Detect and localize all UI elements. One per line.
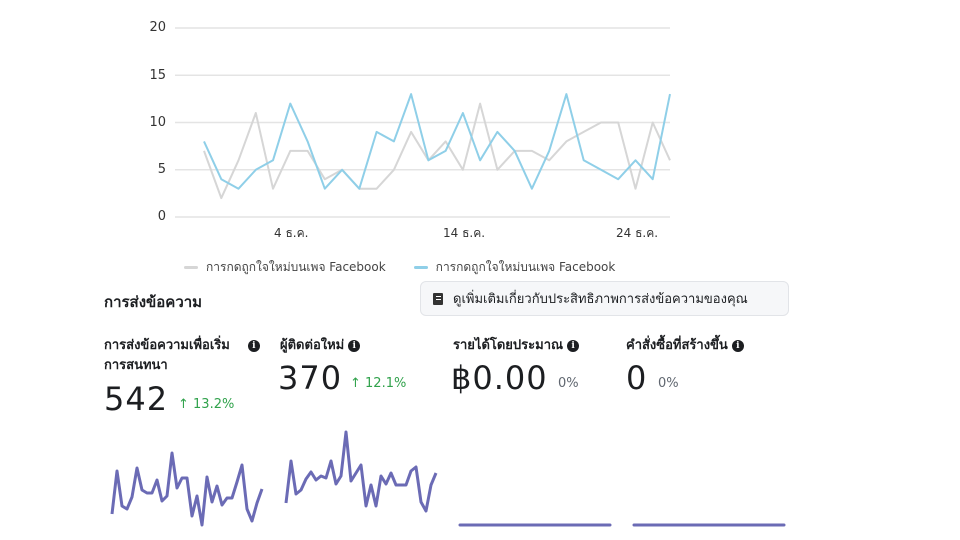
book-icon xyxy=(433,292,443,305)
x-tick: 14 ธ.ค. xyxy=(443,226,486,240)
metric-value-orders: 0 xyxy=(626,359,648,397)
info-icon[interactable]: i xyxy=(348,339,361,352)
metric-value-revenue: ฿0.00 xyxy=(451,359,548,397)
metric-value-new-contacts: 370 xyxy=(278,359,343,397)
series-line-gray xyxy=(203,102,671,200)
chart-plot-area xyxy=(175,27,671,218)
series-line-blue xyxy=(203,93,671,190)
y-tick: 10 xyxy=(149,115,166,130)
y-tick: 5 xyxy=(157,162,166,177)
legend-item[interactable]: การกดถูกใจใหม่บนเพจ Facebook xyxy=(413,258,616,277)
info-icon[interactable]: i xyxy=(247,339,260,352)
x-tick: 4 ธ.ค. xyxy=(274,226,309,240)
metric-change-orders: 0% xyxy=(658,376,679,391)
sparkline-new-contacts xyxy=(284,430,438,513)
metric-label-orders: คำสั่งซื้อที่สร้างขึ้น i xyxy=(626,336,744,356)
y-tick: 0 xyxy=(157,209,166,224)
learn-more-button[interactable]: ดูเพิ่มเติมเกี่ยวกับประสิทธิภาพการส่งข้อ… xyxy=(420,281,789,316)
info-icon[interactable]: i xyxy=(731,339,744,352)
legend-swatch-gray-icon xyxy=(184,266,198,269)
metric-label-revenue: รายได้โดยประมาณ i xyxy=(453,336,580,356)
y-tick: 15 xyxy=(149,68,166,83)
learn-more-label: ดูเพิ่มเติมเกี่ยวกับประสิทธิภาพการส่งข้อ… xyxy=(453,292,748,307)
metric-change-revenue: 0% xyxy=(558,376,579,391)
chart-legend: การกดถูกใจใหม่บนเพจ Facebook การกดถูกใจใ… xyxy=(184,258,615,277)
metric-label-new-contacts: ผู้ติดต่อใหม่ i xyxy=(280,336,361,356)
sparkline-conversations xyxy=(110,451,264,527)
legend-label: การกดถูกใจใหม่บนเพจ Facebook xyxy=(206,260,386,274)
metric-value-conversations: 542 xyxy=(104,380,169,418)
x-tick: 24 ธ.ค. xyxy=(616,226,659,240)
metric-change-new-contacts: ↑ 12.1% xyxy=(350,376,407,391)
info-icon[interactable]: i xyxy=(567,339,580,352)
legend-item[interactable]: การกดถูกใจใหม่บนเพจ Facebook xyxy=(184,258,386,277)
metric-change-conversations: ↑ 13.2% xyxy=(178,397,235,412)
legend-swatch-blue-icon xyxy=(413,266,428,269)
y-tick: 20 xyxy=(149,20,166,35)
metric-label-conversations: การส่งข้อความเพื่อเริ่ม i การสนทนา xyxy=(104,336,274,376)
legend-label: การกดถูกใจใหม่บนเพจ Facebook xyxy=(435,260,616,274)
section-title: การส่งข้อความ xyxy=(104,293,203,311)
